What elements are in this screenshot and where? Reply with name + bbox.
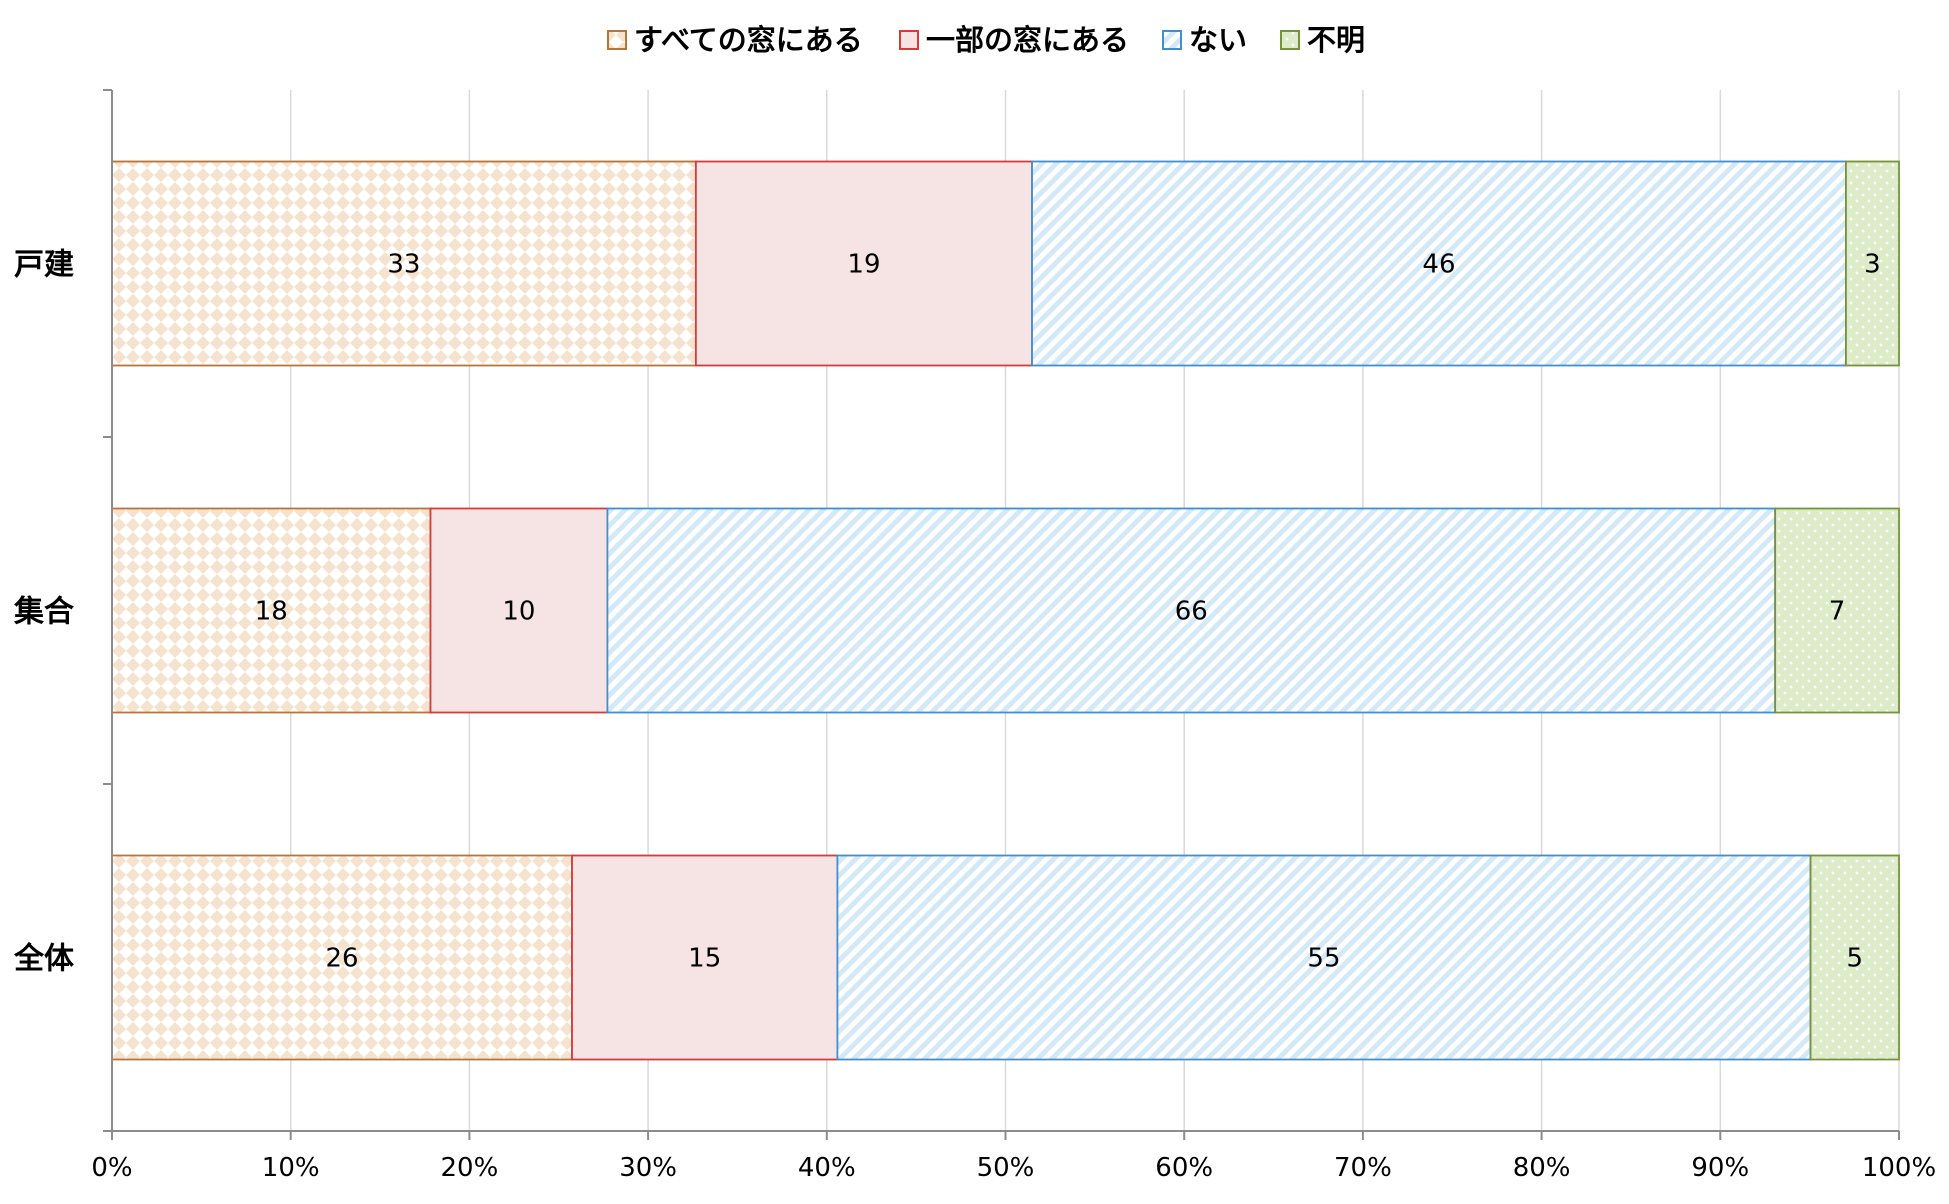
bar-segment [1845,160,1900,367]
x-tick-label: 50% [977,1153,1035,1183]
bar-segment [429,507,609,714]
x-tick-label: 20% [441,1153,499,1183]
x-tick-label: 80% [1513,1153,1571,1183]
legend-swatch [899,30,919,50]
bars: 33 19 46 318 10 66 726 15 55 5 [111,160,1900,1061]
bar-segment [836,854,1812,1061]
x-tick-label: 10% [262,1153,320,1183]
category-label: 全体 [13,942,75,977]
data-label: 66 [1175,597,1208,627]
legend-label: 一部の窓にある [926,23,1129,57]
x-tick-label: 30% [619,1153,677,1183]
x-tick-label: 40% [798,1153,856,1183]
x-tick-label: 100% [1862,1153,1936,1183]
category-label: 戸建 [14,248,74,283]
data-label: 10 [502,597,535,627]
legend-label: 不明 [1307,23,1365,57]
data-label: 19 [847,250,880,280]
x-tick-label: 60% [1155,1153,1213,1183]
data-label: 26 [325,944,358,974]
x-tick-label: 90% [1691,1153,1749,1183]
data-label: 55 [1307,944,1340,974]
bar-segment [111,854,573,1061]
data-label: 7 [1829,597,1846,627]
x-tick-label: 0% [91,1153,132,1183]
data-label: 15 [688,944,721,974]
legend-swatch [1280,30,1300,50]
bar-segment [571,854,839,1061]
legend-label: すべての窓にある [634,23,863,57]
bar-segment [606,507,1777,714]
bar-segment [1809,854,1900,1061]
legend: すべての窓にある 一部の窓にある ない 不明 [607,23,1365,57]
x-tick-label: 70% [1334,1153,1392,1183]
category-label: 集合 [13,595,74,630]
legend-swatch [607,30,627,50]
data-label: 3 [1864,250,1881,280]
bar-segment [1031,160,1847,367]
bar-segment [694,160,1033,367]
legend-label: ない [1189,23,1247,57]
bar-segment [1774,507,1900,714]
data-label: 46 [1422,250,1455,280]
legend-swatch [1162,30,1182,50]
data-label: 18 [255,597,288,627]
bar-segment [111,160,697,367]
data-label: 33 [387,250,420,280]
data-label: 5 [1846,944,1863,974]
